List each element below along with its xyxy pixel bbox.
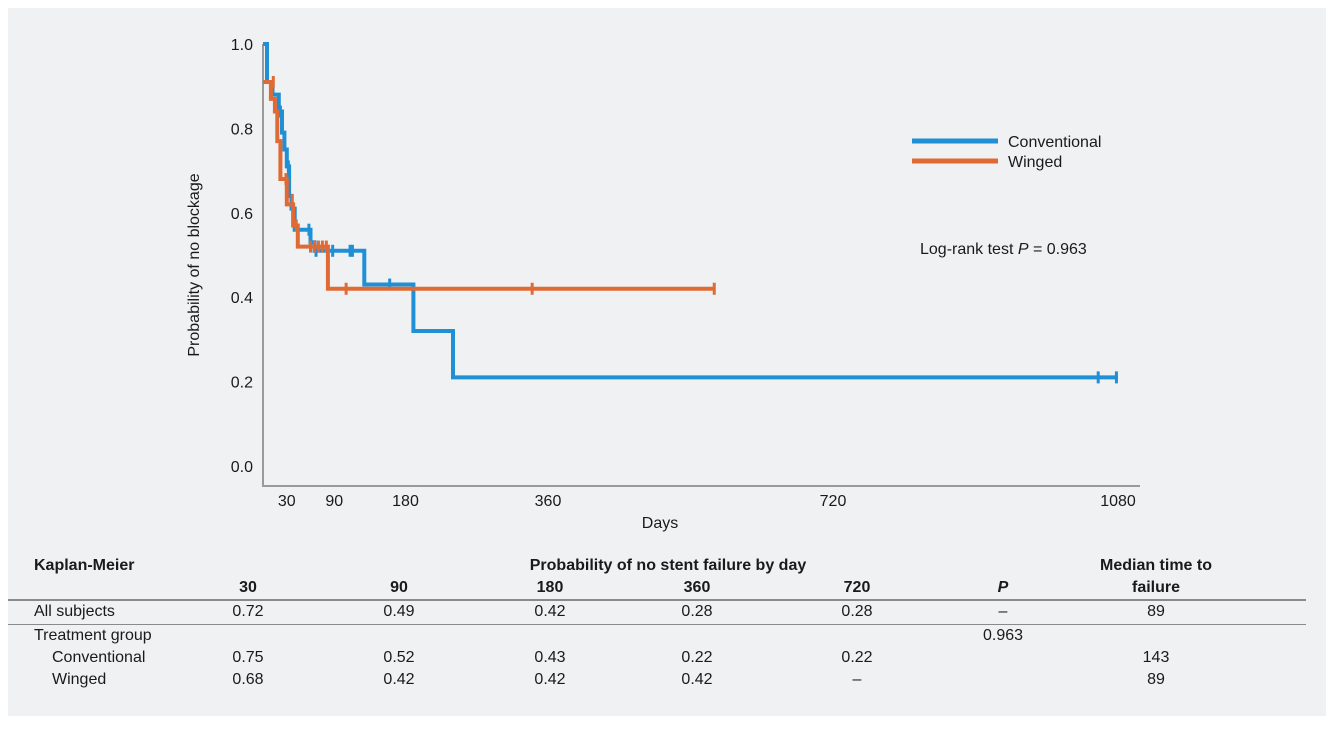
cell-360: 0.42 [681, 671, 713, 688]
cell-720: – [852, 671, 862, 688]
col-header-720: 720 [843, 579, 871, 596]
y-tick-label: 0.4 [231, 290, 253, 307]
tick-labels: 30 90 180 360 720 1080 0.0 0.2 0.4 0.6 0.8 1.0 [231, 37, 1136, 510]
cell-90: 0.42 [383, 671, 415, 688]
median-header-line1: Median time to [1099, 557, 1213, 574]
series-lines [263, 42, 1118, 384]
cell-median: 89 [1147, 671, 1165, 688]
group-header: Probability of no stent failure by day [529, 557, 807, 574]
y-axis-title: Probability of no blockage [186, 173, 203, 356]
survival-curve-winged [263, 80, 715, 291]
col-header-30: 30 [239, 579, 257, 596]
cell-median: 89 [1147, 603, 1165, 620]
x-tick-label-180: 180 [392, 493, 419, 510]
cell-180: 0.42 [534, 671, 566, 688]
y-tick-label: 0.6 [231, 206, 253, 223]
cell-90: 0.49 [383, 603, 415, 620]
table-header-row-2: 30 90 180 360 720 P failure [8, 577, 1306, 599]
table-row-conventional: Conventional 0.75 0.52 0.43 0.22 0.22 14… [8, 647, 1306, 669]
median-header-line2: failure [1131, 579, 1181, 596]
y-tick-label: 0.0 [231, 459, 253, 476]
x-tick-label-360: 360 [535, 493, 562, 510]
col-header-180: 180 [536, 579, 564, 596]
y-tick-label: 0.2 [231, 375, 253, 392]
cell-360: 0.28 [681, 603, 713, 620]
cell-90: 0.52 [383, 649, 415, 666]
table-header-row-1: Kaplan-Meier Probability of no stent fai… [8, 555, 1306, 577]
table-title: Kaplan-Meier [34, 557, 135, 574]
x-axis-title: Days [642, 515, 678, 532]
cell-30: 0.72 [232, 603, 264, 620]
legend-label-winged: Winged [1008, 154, 1062, 171]
row-label: Treatment group [34, 627, 152, 644]
x-tick-label-1080: 1080 [1100, 493, 1136, 510]
x-tick-label-720: 720 [820, 493, 847, 510]
cell-180: 0.43 [534, 649, 566, 666]
figure-panel [8, 8, 1326, 716]
row-label: All subjects [34, 603, 115, 620]
col-header-90: 90 [390, 579, 408, 596]
col-header-p: P [997, 579, 1009, 596]
table-row-treatment: Treatment group 0.963 [8, 625, 1306, 647]
x-tick-label-30: 30 [278, 493, 296, 510]
axes: Probability of no blockage Days [186, 44, 1140, 532]
cell-p: 0.963 [982, 627, 1024, 644]
header-rule [8, 599, 1306, 601]
series-conventional [263, 42, 1118, 384]
cell-median: 143 [1142, 649, 1170, 666]
series-winged [263, 75, 716, 295]
cell-p: – [998, 603, 1008, 620]
cell-30: 0.75 [232, 649, 264, 666]
logrank-annotation: Log-rank test P = 0.963 [920, 241, 1087, 258]
logrank-prefix: Log-rank test [920, 241, 1018, 258]
cell-360: 0.22 [681, 649, 713, 666]
cell-30: 0.68 [232, 671, 264, 688]
group-rule [8, 624, 1306, 625]
legend: Conventional Winged [912, 134, 1101, 171]
cell-180: 0.42 [534, 603, 566, 620]
logrank-p-symbol: P [1018, 241, 1029, 258]
row-label: Conventional [52, 649, 146, 666]
logrank-value: = 0.963 [1029, 241, 1087, 258]
km-chart: Probability of no blockage Days 30 90 180 3… [186, 37, 1140, 532]
y-tick-label: 0.8 [231, 121, 253, 138]
y-tick-label: 1.0 [231, 37, 253, 54]
table-row-all: All subjects 0.72 0.49 0.42 0.28 0.28 – … [8, 601, 1306, 623]
table-row-winged: Winged 0.68 0.42 0.42 0.42 – 89 [8, 669, 1306, 691]
row-label: Winged [52, 671, 107, 688]
legend-label-conventional: Conventional [1008, 134, 1101, 151]
col-header-360: 360 [683, 579, 711, 596]
cell-720: 0.28 [841, 603, 873, 620]
km-table: Kaplan-Meier Probability of no stent fai… [8, 555, 1306, 691]
cell-720: 0.22 [841, 649, 873, 666]
x-tick-label-90: 90 [325, 493, 343, 510]
survival-curve-conventional [263, 42, 1118, 380]
